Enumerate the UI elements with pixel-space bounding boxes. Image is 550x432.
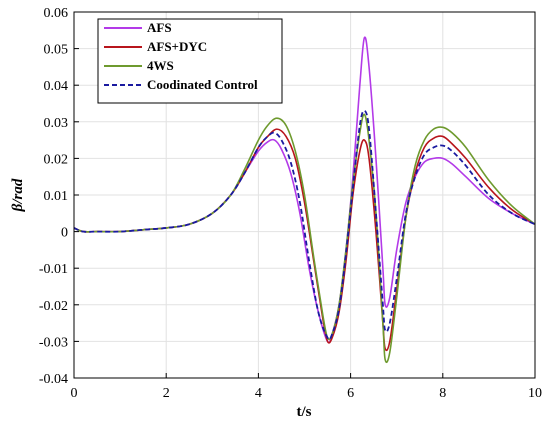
series-line-coodinated-control [73, 109, 536, 341]
x-tick-label: 10 [528, 386, 542, 401]
legend-label: Coodinated Control [147, 77, 258, 92]
x-tick-label: 8 [439, 386, 446, 401]
y-axis-label: β/rad [10, 178, 26, 212]
x-axis-label: t/s [297, 404, 312, 420]
legend-label: AFS+DYC [147, 39, 207, 54]
x-tick-label: 0 [71, 386, 78, 401]
y-tick-label: 0.05 [44, 43, 69, 58]
y-tick-label: 0.06 [44, 6, 69, 21]
x-tick-label: 6 [347, 386, 354, 401]
y-tick-label: 0 [61, 226, 68, 241]
legend-label: AFS [147, 20, 172, 35]
legend: AFS AFS+DYC 4WS Coodinated Control [97, 18, 283, 104]
axis-ticks: 0 2 4 6 8 10 -0.04 -0.03 -0.02 -0.01 0 0.01 0.02 0.03… [39, 6, 542, 401]
y-tick-label: -0.02 [39, 299, 68, 314]
x-tick-label: 4 [255, 386, 262, 401]
legend-label: 4WS [147, 58, 174, 73]
y-tick-label: 0.01 [44, 189, 69, 204]
y-tick-label: 0.02 [44, 152, 69, 167]
y-tick-label: 0.04 [44, 79, 69, 94]
y-tick-label: -0.04 [39, 372, 68, 387]
x-tick-label: 2 [163, 386, 170, 401]
legend-box [97, 18, 283, 104]
y-tick-label: -0.01 [39, 262, 68, 277]
series-layer [73, 36, 536, 364]
y-tick-label: -0.03 [39, 335, 68, 350]
y-tick-label: 0.03 [44, 116, 69, 131]
